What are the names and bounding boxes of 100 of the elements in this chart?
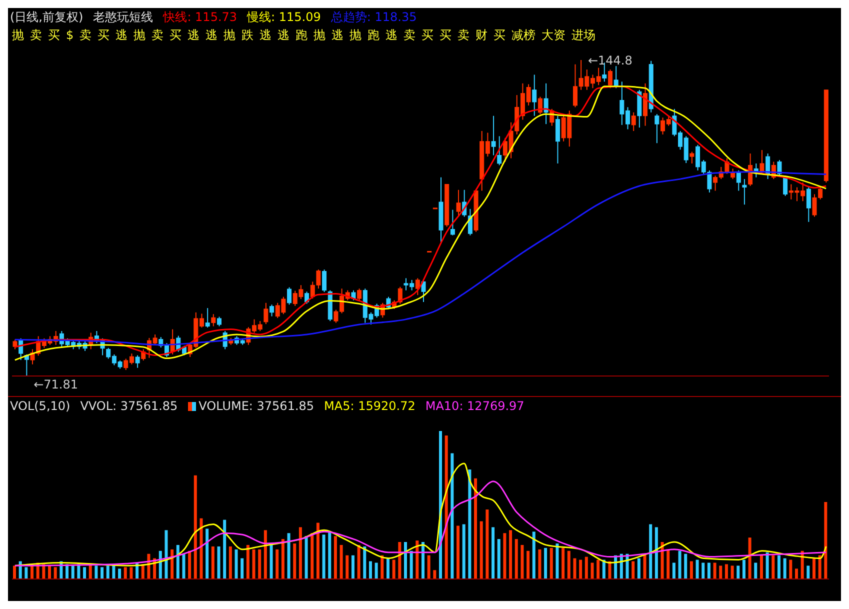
bar — [94, 566, 98, 579]
candlestick — [742, 178, 747, 206]
bar — [54, 567, 57, 579]
chart-subtitle: 老憨玩短线 — [93, 8, 154, 26]
bar — [281, 539, 284, 579]
bar — [374, 562, 378, 579]
candlestick — [205, 308, 210, 328]
candlestick — [806, 186, 811, 222]
bar — [351, 555, 354, 579]
bar — [380, 555, 384, 579]
bar — [474, 478, 478, 579]
text: 卖 — [152, 26, 164, 44]
bar — [398, 542, 402, 579]
bar — [392, 560, 396, 579]
text: 逃 — [278, 26, 290, 44]
bar — [404, 542, 407, 579]
text: 逃 — [260, 26, 272, 44]
bar — [200, 518, 203, 579]
bar — [590, 562, 594, 579]
bar — [13, 566, 16, 579]
bar — [264, 530, 267, 579]
chart-title: VOL(5,10) — [10, 399, 70, 413]
candlestick — [532, 74, 537, 116]
text: 快线: 115.73 — [163, 8, 238, 26]
bar — [520, 544, 524, 579]
bar — [293, 543, 296, 579]
bar — [678, 550, 682, 579]
bar — [240, 558, 244, 579]
candlestick — [322, 269, 327, 293]
candlestick — [766, 153, 770, 180]
bar — [509, 530, 512, 579]
bar — [766, 552, 769, 579]
bar — [357, 544, 360, 579]
bar — [567, 550, 570, 579]
bar — [492, 527, 495, 579]
text: 逃 — [386, 26, 398, 44]
candlestick — [497, 136, 502, 166]
bar — [328, 532, 332, 579]
bar — [480, 521, 483, 579]
bar — [736, 566, 740, 579]
bar — [579, 560, 582, 579]
bar — [276, 549, 279, 579]
bar — [672, 562, 676, 579]
bar — [124, 567, 127, 579]
text: 跑 — [368, 26, 380, 44]
bar — [368, 561, 372, 579]
text: ←71.81 — [34, 377, 78, 392]
bar — [444, 435, 448, 579]
bar — [234, 549, 238, 579]
bar — [818, 555, 822, 579]
bar — [194, 475, 197, 579]
bar — [806, 566, 810, 579]
bar — [596, 560, 600, 579]
bar — [468, 469, 472, 579]
bar — [270, 544, 273, 579]
bar — [304, 536, 308, 579]
bar — [660, 542, 664, 579]
candlestick — [456, 189, 461, 218]
candlestick — [555, 115, 560, 164]
bar — [228, 546, 232, 579]
text: MA5: 15920.72 — [324, 399, 416, 413]
bar — [538, 549, 542, 579]
text: 大资 — [542, 26, 566, 44]
candlestick — [643, 82, 648, 126]
candlestick — [351, 290, 356, 301]
bar — [100, 567, 104, 579]
bar — [730, 566, 734, 579]
text: 买 — [494, 26, 506, 44]
text: 抛 — [314, 26, 326, 44]
bar — [777, 555, 780, 579]
bar — [573, 558, 576, 579]
bar — [789, 560, 792, 579]
bar — [363, 546, 366, 579]
text: 抛 — [134, 26, 146, 44]
bar — [462, 524, 466, 579]
bar — [584, 556, 588, 579]
bar — [340, 544, 343, 579]
bar — [707, 562, 710, 579]
bar — [719, 566, 722, 579]
bar — [532, 532, 536, 579]
text: 买 — [170, 26, 182, 44]
text: 买 — [98, 26, 110, 44]
bar — [71, 566, 74, 579]
bar — [439, 431, 442, 579]
bar — [48, 566, 52, 579]
bar — [456, 526, 460, 579]
text: 逃 — [206, 26, 218, 44]
bar — [298, 527, 302, 579]
bar — [410, 550, 413, 579]
bar — [562, 548, 565, 579]
candlestick — [287, 286, 292, 306]
text: 卖 — [80, 26, 92, 44]
bar — [130, 567, 133, 579]
bar — [427, 555, 430, 579]
candlestick — [270, 304, 274, 317]
candlestick — [211, 314, 216, 327]
text: 逃 — [188, 26, 200, 44]
bar — [334, 536, 337, 579]
bar — [550, 548, 553, 579]
bar — [754, 562, 758, 579]
